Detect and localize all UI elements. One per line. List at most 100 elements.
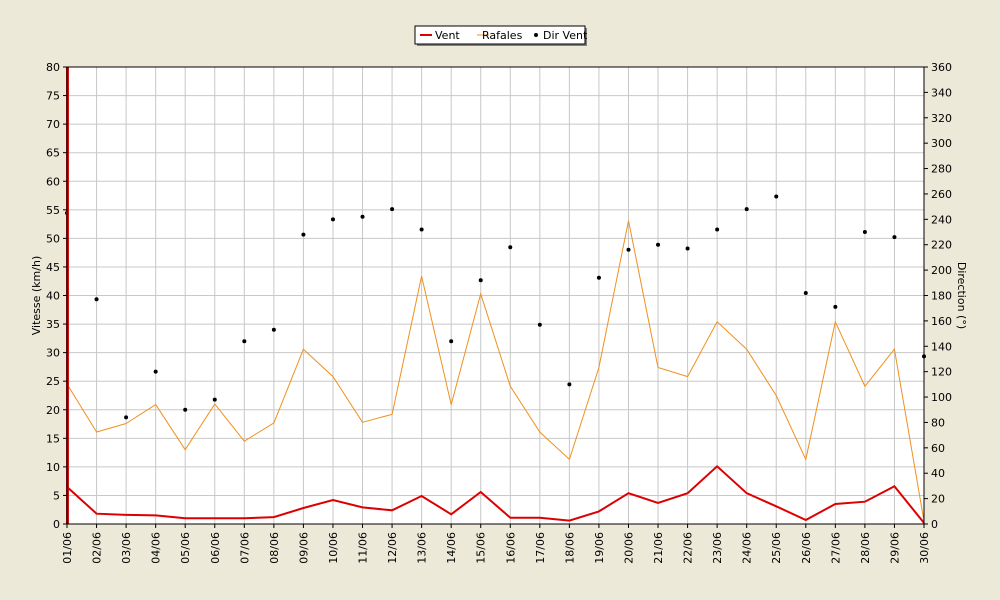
dir-point (330, 217, 335, 222)
x-tick-label: 04/06 (150, 532, 163, 564)
y-tick-label: 5 (53, 489, 60, 502)
dir-point (242, 339, 247, 344)
x-tick-label: 07/06 (238, 532, 251, 564)
y-tick-label: 0 (53, 518, 60, 531)
dir-point (715, 227, 720, 232)
y2-tick-label: 80 (931, 416, 945, 429)
x-tick-label: 25/06 (770, 532, 783, 564)
y2-tick-label: 120 (931, 366, 952, 379)
y2-tick-label: 20 (931, 493, 945, 506)
dir-point (862, 230, 867, 235)
dir-point (626, 247, 631, 252)
dir-point (508, 245, 513, 250)
legend-label-dir-vent: Dir Vent (543, 29, 588, 42)
dir-point (183, 407, 188, 412)
x-tick-label: 26/06 (800, 532, 813, 564)
dir-point (833, 304, 838, 309)
x-tick-label: 12/06 (386, 532, 399, 564)
dir-point (656, 242, 661, 247)
y-tick-label: 20 (46, 404, 60, 417)
dir-point (685, 246, 690, 251)
dir-point (271, 327, 276, 332)
x-tick-label: 30/06 (918, 532, 931, 564)
dir-point (94, 297, 99, 302)
y-tick-label: 35 (46, 318, 60, 331)
y-axis-title: Vitesse (km/h) (30, 256, 43, 336)
y-tick-label: 55 (46, 204, 60, 217)
x-tick-label: 11/06 (357, 532, 370, 564)
y2-axis-title: Direction (°) (955, 262, 968, 329)
x-tick-label: 08/06 (268, 532, 281, 564)
y-tick-label: 75 (46, 90, 60, 103)
series-line-vent (66, 464, 925, 524)
y2-tick-label: 260 (931, 188, 952, 201)
legend-box (414, 25, 586, 45)
dir-point (774, 194, 779, 199)
y-tick-label: 45 (46, 261, 60, 274)
y2-tick-label: 200 (931, 264, 952, 277)
dir-point (892, 235, 897, 240)
grid (66, 66, 925, 525)
y2-tick-label: 60 (931, 442, 945, 455)
dir-point (744, 207, 749, 212)
dir-point (360, 214, 365, 219)
y2-tick-label: 100 (931, 391, 952, 404)
dir-point (478, 278, 483, 283)
legend-label-vent: Vent (435, 29, 460, 42)
dir-point (390, 207, 395, 212)
y2-tick-label: 180 (931, 290, 952, 303)
x-tick-label: 28/06 (859, 532, 872, 564)
y-tick-label: 40 (46, 290, 60, 303)
dir-point (449, 339, 454, 344)
y-tick-label: 60 (46, 175, 60, 188)
y2-tick-label: 320 (931, 112, 952, 125)
y-tick-label: 25 (46, 375, 60, 388)
legend: Vent Rafales Dir Vent (414, 25, 588, 46)
y2-tick-label: 140 (931, 340, 952, 353)
x-tick-label: 29/06 (888, 532, 901, 564)
legend-swatch-dir-vent (534, 33, 538, 37)
x-tick-label: 24/06 (741, 532, 754, 564)
x-tick-label: 09/06 (297, 532, 310, 564)
axes: 0 5 10 15 20 25 30 35 40 45 50 55 60 65 70 75 80 0 20 40 60 8… (30, 61, 968, 564)
dir-point (803, 290, 808, 295)
dir-point (537, 322, 542, 327)
y2-tick-label: 240 (931, 213, 952, 226)
y2-tick-label: 280 (931, 163, 952, 176)
series-line-rafales (66, 220, 925, 522)
y-tick-label: 70 (46, 118, 60, 131)
y-tick-label: 30 (46, 347, 60, 360)
x-tick-label: 05/06 (179, 532, 192, 564)
dir-point (596, 275, 601, 280)
dir-point (567, 382, 572, 387)
x-tick-label: 19/06 (593, 532, 606, 564)
dir-point (419, 227, 424, 232)
x-tick-label: 22/06 (682, 532, 695, 564)
y2-tick-label: 0 (931, 518, 938, 531)
x-tick-label: 02/06 (91, 532, 104, 564)
x-tick-label: 14/06 (445, 532, 458, 564)
x-tick-label: 21/06 (652, 532, 665, 564)
y-tick-label: 80 (46, 61, 60, 74)
x-tick-label: 16/06 (504, 532, 517, 564)
y-tick-label: 15 (46, 432, 60, 445)
y2-tick-label: 220 (931, 239, 952, 252)
x-tick-label: 20/06 (622, 532, 635, 564)
y-tick-label: 10 (46, 461, 60, 474)
x-tick-label: 10/06 (327, 532, 340, 564)
dir-point (124, 415, 129, 420)
legend-label-rafales: Rafales (482, 29, 523, 42)
y2-tick-label: 340 (931, 86, 952, 99)
x-tick-label: 06/06 (209, 532, 222, 564)
y2-tick-label: 300 (931, 137, 952, 150)
x-tick-label: 15/06 (475, 532, 488, 564)
x-tick-label: 18/06 (563, 532, 576, 564)
x-tick-label: 03/06 (120, 532, 133, 564)
x-tick-label: 17/06 (534, 532, 547, 564)
dir-point (153, 369, 158, 374)
x-tick-label: 13/06 (416, 532, 429, 564)
y2-tick-label: 40 (931, 467, 945, 480)
y-tick-label: 65 (46, 147, 60, 160)
